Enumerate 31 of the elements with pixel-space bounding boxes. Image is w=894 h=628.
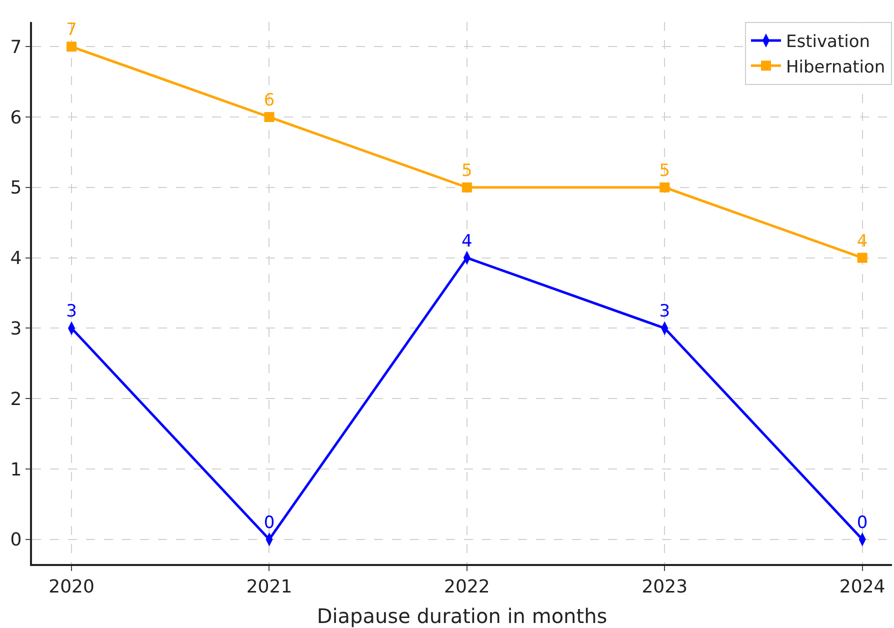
- data-label: 5: [462, 160, 472, 181]
- point: [660, 182, 670, 192]
- data-label: 0: [856, 512, 868, 533]
- x-tick-label: 2023: [642, 576, 688, 598]
- y-tick-label: 4: [10, 248, 22, 270]
- point: [66, 42, 77, 52]
- y-tick-label: 3: [10, 318, 22, 340]
- y-tick-label: 5: [10, 178, 22, 199]
- point: [857, 252, 868, 263]
- y-tick-label: 6: [10, 107, 22, 128]
- x-axis-title: Diapause duration in months: [316, 604, 608, 628]
- data-label: 7: [66, 20, 77, 40]
- point: [264, 112, 274, 122]
- data-label: 3: [66, 302, 77, 322]
- data-label: 0: [264, 512, 275, 533]
- y-tick-label: 7: [10, 36, 22, 58]
- y-tick-label: 2: [10, 388, 22, 410]
- x-tick-label: 2022: [444, 576, 490, 598]
- y-tick-label: 0: [10, 530, 22, 551]
- legend-label: Estivation: [786, 32, 870, 52]
- y-tick-label: 1: [10, 459, 22, 480]
- data-label: 5: [659, 160, 670, 181]
- data-label: 4: [856, 231, 868, 252]
- x-tick-label: 2024: [839, 576, 886, 598]
- x-tick-label: 2020: [48, 576, 94, 598]
- legend-label: Hibernation: [786, 57, 886, 78]
- x-tick-label: 2021: [246, 576, 292, 598]
- data-label: 6: [264, 90, 275, 111]
- data-label: 4: [462, 231, 472, 252]
- data-label: 3: [659, 302, 670, 322]
- point: [462, 182, 472, 192]
